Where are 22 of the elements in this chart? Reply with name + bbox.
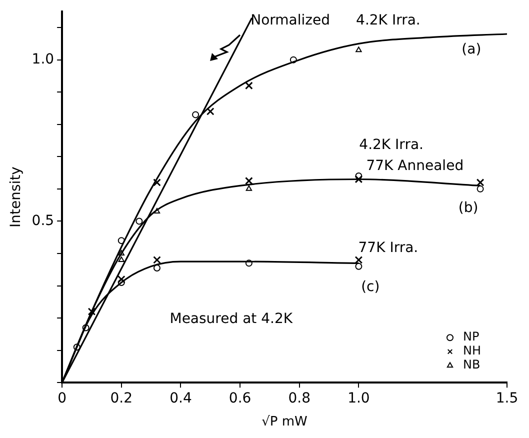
annotation: Measured at 4.2K: [170, 311, 294, 328]
annotation: Normalized: [250, 12, 330, 29]
x-axis-title: √P mW: [262, 414, 308, 430]
x-tick-label: 0.2: [110, 390, 133, 407]
x-tick-label: 1.5: [496, 390, 518, 407]
annotation: (a): [462, 42, 482, 58]
legend-label: NB: [463, 358, 480, 372]
legend-label: NH: [463, 344, 481, 358]
annotation: 4.2K Irra.: [359, 137, 424, 154]
annotation: (c): [361, 278, 380, 295]
x-tick-label: 0: [58, 390, 67, 407]
annotation: 77K Annealed: [366, 158, 464, 174]
x-tick-label: 1.0: [348, 390, 370, 407]
x-tick-label: 0.4: [170, 390, 192, 407]
annotation: (b): [458, 200, 478, 216]
annotation: 4.2K Irra.: [356, 12, 420, 29]
x-tick-label: 0.8: [288, 390, 310, 407]
y-tick-label: 0.5: [32, 212, 54, 229]
legend-label: NP: [463, 330, 480, 344]
x-tick-label: 0.6: [228, 390, 252, 407]
annotation: 77K Irra.: [358, 240, 418, 256]
y-axis-title: Intensity: [8, 166, 24, 228]
